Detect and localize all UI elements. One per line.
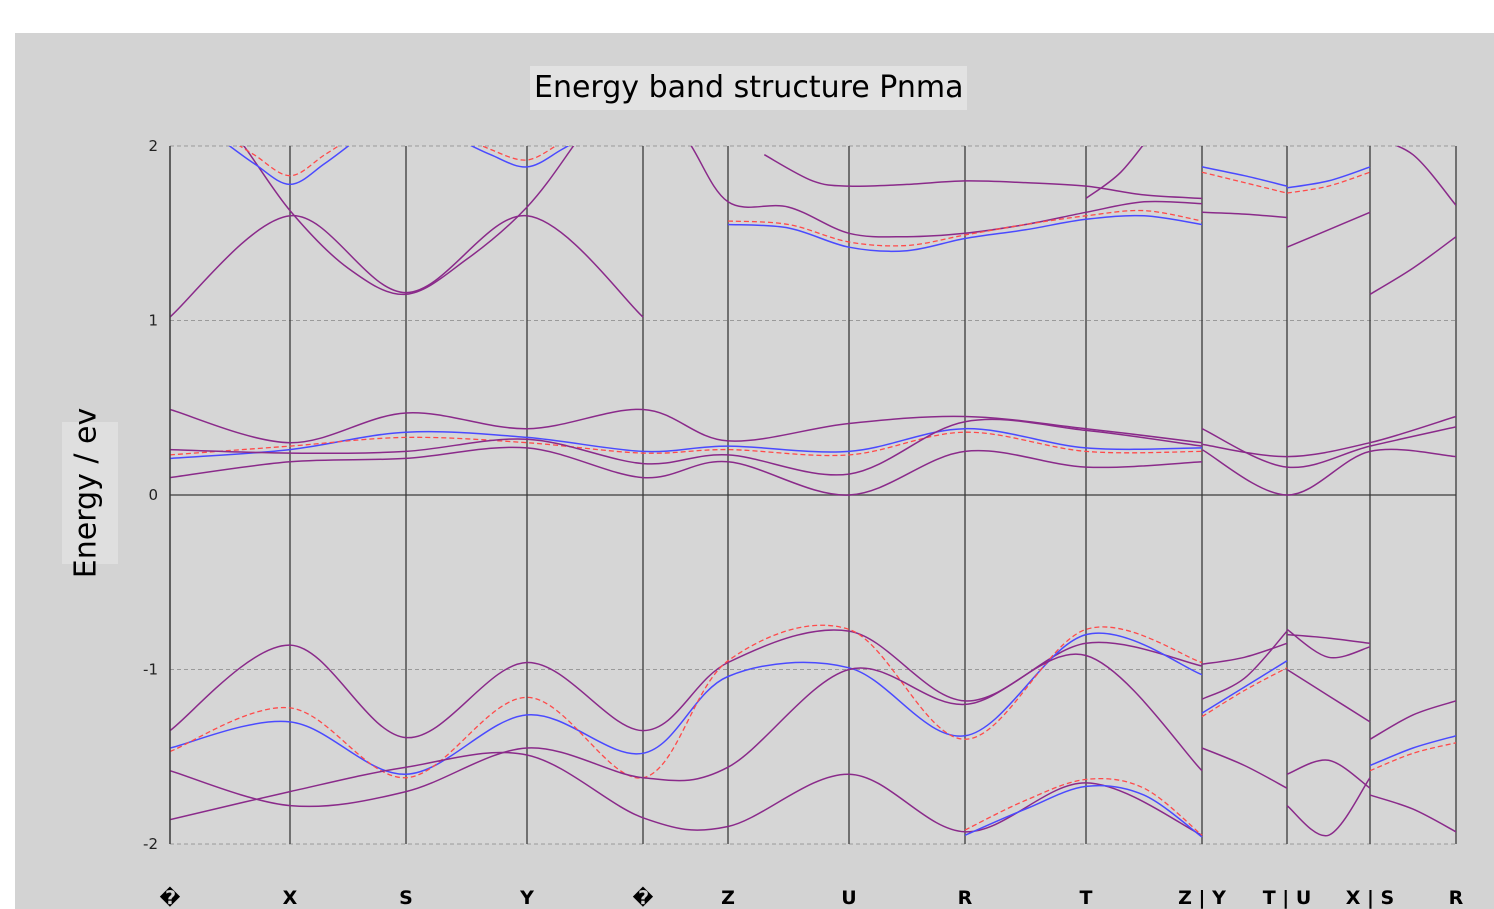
band-line bbox=[690, 146, 1203, 238]
kpoint-label: Z bbox=[721, 887, 735, 909]
band-line bbox=[1369, 742, 1456, 772]
band-line bbox=[1201, 660, 1288, 714]
y-axis-label-background bbox=[62, 422, 118, 564]
band-line bbox=[1201, 747, 1288, 789]
band-line bbox=[470, 146, 570, 168]
kpoint-label: Y bbox=[519, 887, 534, 909]
band-line bbox=[170, 632, 1203, 775]
kpoint-label: T | U bbox=[1263, 887, 1312, 909]
band-line bbox=[1286, 759, 1371, 789]
band-line bbox=[1286, 171, 1371, 194]
grid-layer bbox=[169, 145, 1457, 845]
band-line bbox=[1369, 794, 1456, 833]
band-line bbox=[1286, 211, 1371, 248]
band-line bbox=[1369, 700, 1456, 740]
chart-title: Energy band structure Pnma bbox=[530, 66, 968, 110]
band-line bbox=[1201, 415, 1456, 458]
band-line bbox=[1201, 166, 1288, 187]
band-line bbox=[964, 784, 1203, 838]
axis-layer: 2 1 0 -1 -2 � X S Y � Z U R T Z | Y T | U X | S R bbox=[143, 137, 1464, 909]
y-tick-label: 2 bbox=[148, 137, 158, 155]
band-line bbox=[1201, 211, 1288, 219]
band-line bbox=[1085, 146, 1144, 199]
band-line bbox=[228, 146, 350, 186]
band-line bbox=[170, 418, 1203, 476]
kpoint-label: R bbox=[958, 887, 973, 909]
band-line bbox=[170, 751, 1203, 836]
band-line bbox=[1286, 777, 1371, 837]
band-layer bbox=[170, 146, 1456, 838]
band-line bbox=[170, 446, 1203, 496]
band-line bbox=[727, 209, 1203, 247]
band-line bbox=[238, 146, 340, 177]
y-tick-label: -1 bbox=[143, 661, 158, 679]
band-line bbox=[1286, 633, 1371, 645]
band-line bbox=[1201, 171, 1288, 194]
band-line bbox=[1201, 667, 1288, 718]
kpoint-label: Z | Y bbox=[1178, 887, 1226, 909]
band-line bbox=[170, 427, 1203, 460]
band-line bbox=[1286, 668, 1371, 723]
kpoint-label: U bbox=[841, 887, 856, 909]
band-line bbox=[170, 431, 1203, 457]
kpoint-label: R bbox=[1449, 887, 1464, 909]
band-line bbox=[1201, 448, 1456, 496]
y-tick-label: -2 bbox=[143, 835, 158, 853]
band-line bbox=[727, 214, 1203, 253]
band-line bbox=[1369, 236, 1456, 295]
kpoint-label: � bbox=[159, 886, 180, 909]
band-line bbox=[1201, 426, 1456, 469]
kpoint-label: X bbox=[283, 887, 298, 909]
band-line bbox=[1369, 735, 1456, 767]
band-line bbox=[964, 777, 1203, 836]
y-tick-label: 1 bbox=[148, 312, 158, 330]
band-line bbox=[1286, 628, 1371, 659]
band-line bbox=[170, 653, 1203, 808]
band-line bbox=[1395, 146, 1456, 206]
band-line bbox=[1201, 630, 1288, 700]
kpoint-label: � bbox=[632, 886, 653, 909]
kpoint-label: S bbox=[399, 887, 413, 909]
kpoint-label: T bbox=[1080, 887, 1093, 909]
band-line bbox=[763, 154, 1203, 200]
kpoint-label: X | S bbox=[1346, 887, 1395, 909]
y-tick-label: 0 bbox=[148, 486, 158, 504]
band-line bbox=[1201, 642, 1288, 666]
band-line bbox=[1286, 166, 1371, 189]
band-line bbox=[170, 215, 644, 318]
band-line bbox=[170, 624, 1203, 779]
